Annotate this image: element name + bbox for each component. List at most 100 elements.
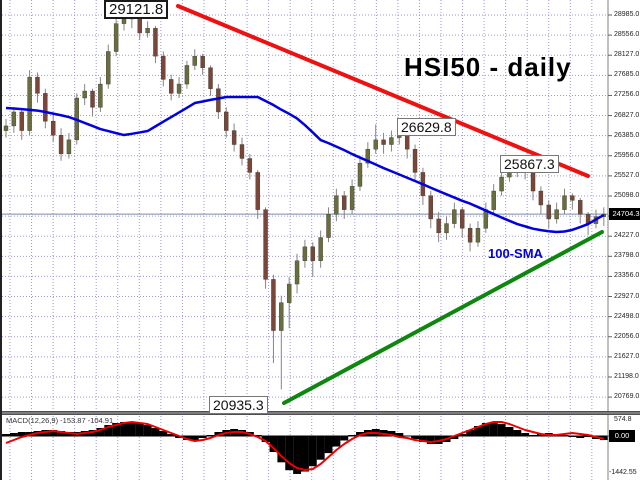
candle-body <box>27 76 32 131</box>
candle-body <box>90 90 95 108</box>
chart-title[interactable]: HSI50 - daily <box>404 52 572 82</box>
price-tick-label: 25527.0 <box>614 171 640 179</box>
sma-annotation[interactable]: 100-SMA <box>488 246 543 261</box>
resistance-trendline <box>176 4 590 178</box>
candle-body <box>66 139 72 155</box>
price-tick-label: 26385.0 <box>614 131 640 139</box>
swing-high-label[interactable]: 29121.8 <box>104 0 169 19</box>
current-price-tag: 24704.3 <box>609 208 640 220</box>
macd-histogram-bar <box>521 433 530 436</box>
macd-indicator-header: MACD(12,26,9) -153.87 -104.91 <box>6 416 114 425</box>
swing-low-label[interactable]: 20935.3 <box>209 396 268 414</box>
macd-histogram-bar <box>57 431 66 436</box>
candle-body <box>106 51 111 85</box>
candle-body <box>208 67 213 89</box>
price-tick-label: 22927.0 <box>614 292 640 300</box>
candle-body <box>161 55 166 80</box>
macd-histogram-bar <box>324 436 333 454</box>
candle-body <box>11 111 17 127</box>
price-tick-label: 27685.0 <box>614 71 640 79</box>
price-tick-label: 28556.0 <box>614 31 640 39</box>
candle-body <box>444 223 449 234</box>
candle-body <box>467 228 473 243</box>
panel-separator[interactable] <box>2 411 640 415</box>
candle-body <box>554 209 559 220</box>
candle-body <box>389 137 394 145</box>
macd-histogram-bar <box>411 436 420 439</box>
price-tick-label: 24227.0 <box>614 232 640 240</box>
candle-body <box>271 279 276 331</box>
price-tick-label: 22498.0 <box>614 312 640 320</box>
candle-body <box>294 260 300 285</box>
macd-histogram-bar <box>450 436 459 439</box>
candle-body <box>546 204 551 220</box>
candle-body <box>255 172 260 210</box>
candle-body <box>263 209 268 280</box>
price-tick-label: 26827.0 <box>614 111 640 119</box>
candle-body <box>216 88 221 113</box>
macd-histogram-bar <box>489 422 498 436</box>
macd-histogram-bar <box>497 424 506 436</box>
candle-body <box>247 158 253 173</box>
lower-high-label-1[interactable]: 26629.8 <box>397 118 456 136</box>
candle-body <box>436 218 441 234</box>
price-tick-label: 28985.0 <box>614 11 640 18</box>
macd-histogram-bar <box>426 436 435 444</box>
candle-body <box>373 139 378 150</box>
candle-body <box>153 28 158 57</box>
candle-body <box>538 190 544 206</box>
candle-body <box>168 79 174 94</box>
candle-body <box>176 83 182 94</box>
support-trendline <box>282 230 604 405</box>
macd-histogram-bar <box>127 422 136 436</box>
candle-body <box>302 246 308 261</box>
macd-histogram-bar <box>316 436 325 460</box>
macd-histogram-bar <box>159 431 168 436</box>
price-tick-label: 22056.0 <box>614 332 640 340</box>
macd-histogram-bar <box>269 436 278 452</box>
macd-histogram-bar <box>120 422 128 436</box>
lower-high-label-2[interactable]: 25867.3 <box>500 155 559 173</box>
macd-histogram-bar <box>285 436 294 471</box>
macd-histogram-bar <box>96 428 105 436</box>
macd-histogram-bar <box>340 436 349 441</box>
candle-body <box>286 283 292 303</box>
macd-histogram-bar <box>167 434 176 436</box>
price-tick-label: 23356.0 <box>614 272 640 280</box>
candle-body <box>334 195 339 215</box>
macd-histogram-bar <box>505 427 514 436</box>
macd-histogram-bar <box>308 436 317 467</box>
price-tick-label: 23798.0 <box>614 252 640 260</box>
candle-body <box>381 139 386 145</box>
macd-histogram-bar <box>301 436 309 472</box>
candle-body <box>530 172 536 192</box>
candle-body <box>412 148 418 173</box>
macd-histogram-bar <box>151 428 160 436</box>
macd-signal-line <box>5 421 605 471</box>
candle-body <box>279 302 284 331</box>
candle-body <box>318 237 323 261</box>
macd-histogram-bar <box>277 436 286 463</box>
candle-body <box>475 228 481 243</box>
price-tick-label: 25956.0 <box>614 151 640 159</box>
candle-body <box>570 195 575 201</box>
macd-histogram-bar <box>198 436 207 438</box>
macd-histogram-bar <box>9 433 18 436</box>
candle-body <box>50 121 56 136</box>
macd-histogram-bar <box>466 430 475 436</box>
price-tick-label: 25098.0 <box>614 191 640 199</box>
macd-histogram-bar <box>135 423 144 436</box>
candle-body <box>460 209 465 229</box>
macd-histogram-bar <box>576 436 585 438</box>
macd-histogram-bar <box>332 436 341 447</box>
candle-body <box>184 65 190 85</box>
macd-histogram-bar <box>293 436 302 474</box>
price-tick-label: 21198.0 <box>614 372 639 380</box>
candle-body <box>200 55 205 68</box>
candle-body <box>3 125 9 131</box>
macd-histogram-bar <box>17 432 26 436</box>
candle-body <box>310 246 315 261</box>
candle-body <box>239 144 245 159</box>
macd-histogram-bar <box>395 433 404 436</box>
candle-body <box>113 23 119 52</box>
